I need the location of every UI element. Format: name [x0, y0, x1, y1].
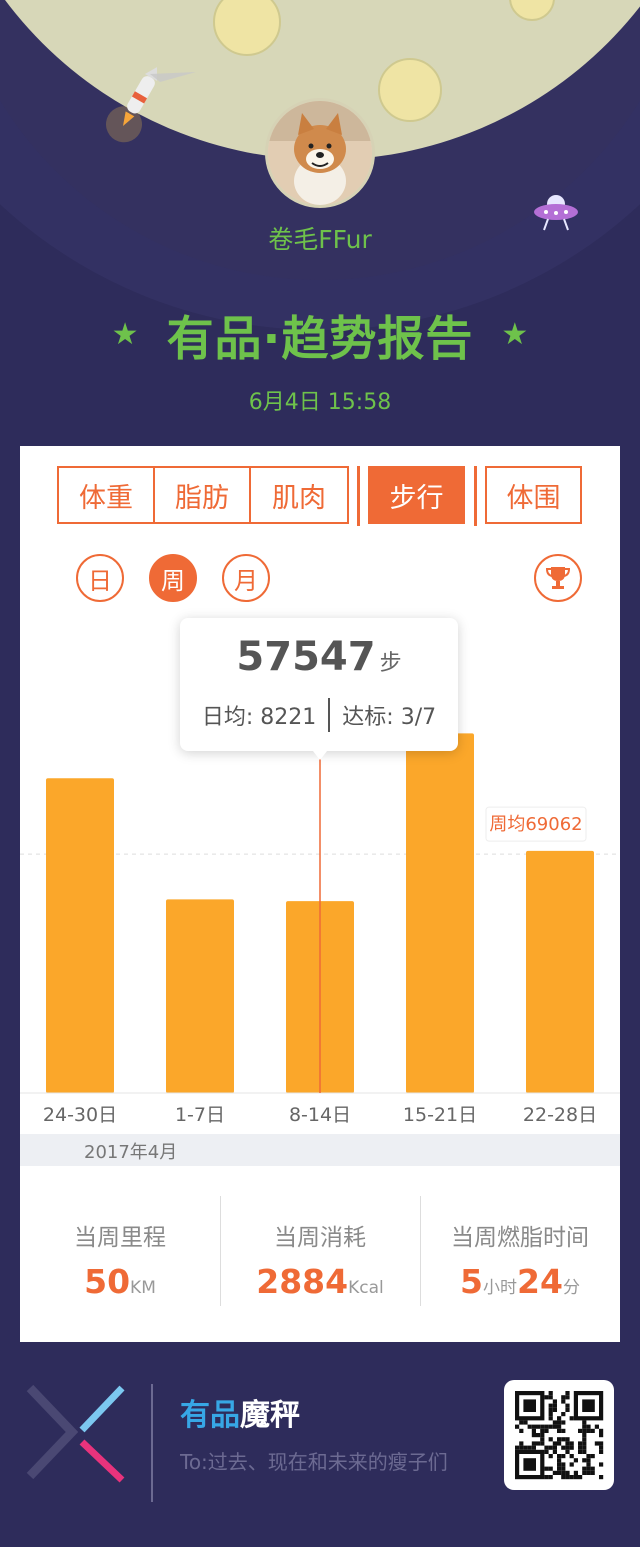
- brand-name: 有品魔秤: [180, 1398, 300, 1433]
- stat-number: 2884: [256, 1262, 349, 1301]
- tab-muscle[interactable]: 肌肉: [251, 466, 349, 524]
- target-reached: 达标: 3/7: [342, 705, 437, 730]
- stat-value: 2884Kcal: [220, 1262, 420, 1301]
- stat-number: 5: [460, 1262, 484, 1301]
- average-label: 周均69062: [489, 814, 582, 835]
- ufo-icon: [534, 195, 578, 231]
- avatar: [265, 98, 375, 208]
- average-label-box: [485, 806, 587, 842]
- x-tick-label: 24-30日: [43, 1104, 117, 1126]
- week-total-steps: 57547: [236, 634, 376, 680]
- period-month-button[interactable]: 月: [222, 554, 270, 602]
- tab-fat[interactable]: 脂肪: [155, 466, 251, 524]
- stat-0: 当周里程 50KM: [20, 1196, 220, 1301]
- report-title-row: ★ 有品·趋势报告 ★: [0, 300, 640, 369]
- stat-value: 5小时24分: [420, 1262, 620, 1301]
- hero-background: [0, 0, 640, 330]
- stat-unit: 小时: [483, 1278, 518, 1298]
- moon-icon: [5, 0, 640, 160]
- month-label: 2017年4月: [84, 1142, 178, 1163]
- bar-15-21日[interactable]: [406, 733, 474, 1093]
- stat-1: 当周消耗 2884Kcal: [220, 1196, 420, 1301]
- stat-unit: 分: [562, 1278, 580, 1298]
- stat-unit: Kcal: [348, 1278, 384, 1298]
- weekly-stats: 当周里程 50KM 当周消耗 2884Kcal 当周燃脂时间 5小时24分: [20, 1196, 620, 1306]
- stat-unit: KM: [130, 1278, 156, 1298]
- x-tick-label: 1-7日: [175, 1104, 225, 1126]
- brand-logo-icon: [26, 1384, 125, 1483]
- stats-divider: [420, 1196, 421, 1306]
- stats-divider: [220, 1196, 221, 1306]
- username: 卷毛FFur: [268, 225, 372, 254]
- daily-average: 日均: 8221: [201, 705, 317, 730]
- tooltip-divider: [328, 698, 331, 732]
- star-icon: ★: [111, 317, 139, 352]
- tab-weight[interactable]: 体重: [57, 466, 155, 524]
- stat-2: 当周燃脂时间 5小时24分: [420, 1196, 620, 1301]
- tab-girth[interactable]: 体围: [485, 466, 582, 524]
- stat-number: 50: [84, 1262, 131, 1301]
- footer-divider: [151, 1384, 153, 1502]
- report-datetime: 6月4日 15:58: [248, 390, 392, 415]
- tab-divider: [357, 466, 360, 526]
- hero-section: 卷毛FFur ★ 有品·趋势报告 ★ 6月4日 15:58: [0, 0, 640, 445]
- stat-number: 24: [517, 1262, 563, 1301]
- brand-slogan: To:过去、现在和未来的瘦子们: [180, 1450, 448, 1474]
- qr-code-icon: [515, 1391, 604, 1480]
- trophy-button[interactable]: [534, 554, 582, 602]
- stat-value: 50KM: [20, 1262, 220, 1301]
- period-day-button[interactable]: 日: [76, 554, 124, 602]
- qr-code[interactable]: [504, 1380, 614, 1490]
- bar-22-28日[interactable]: [526, 850, 594, 1093]
- stat-label: 当周消耗: [274, 1225, 366, 1251]
- selected-week-tooltip: 57547 步 日均: 8221 达标: 3/7: [180, 618, 458, 760]
- period-week-button[interactable]: 周: [149, 554, 197, 602]
- x-tick-label: 22-28日: [523, 1104, 597, 1126]
- stat-label: 当周里程: [74, 1225, 166, 1251]
- x-tick-label: 15-21日: [403, 1104, 477, 1126]
- trophy-icon: [545, 567, 571, 589]
- report-title: 有品·趋势报告: [166, 312, 474, 367]
- footer: 有品魔秤 To:过去、现在和未来的瘦子们: [0, 1342, 640, 1547]
- tab-divider: [474, 466, 477, 526]
- bar-1-7日[interactable]: [166, 899, 234, 1093]
- rocket-icon: [106, 67, 158, 143]
- weekly-steps-chart: 24-30日 1-7日 8-14日 15-21日 22-28日 周均69062: [20, 733, 620, 1126]
- star-icon: ★: [501, 317, 529, 352]
- stat-label: 当周燃脂时间: [451, 1225, 589, 1251]
- tab-walking[interactable]: 步行: [368, 466, 465, 524]
- steps-unit: 步: [379, 651, 402, 676]
- report-card: 体重 脂肪 肌肉 步行 体围 日 周 月 24-30日 1-7日 8-14日 15-2…: [20, 446, 620, 1342]
- x-tick-label: 8-14日: [289, 1104, 351, 1126]
- month-band: 2017年4月: [20, 1134, 620, 1166]
- bar-24-30日[interactable]: [46, 778, 114, 1093]
